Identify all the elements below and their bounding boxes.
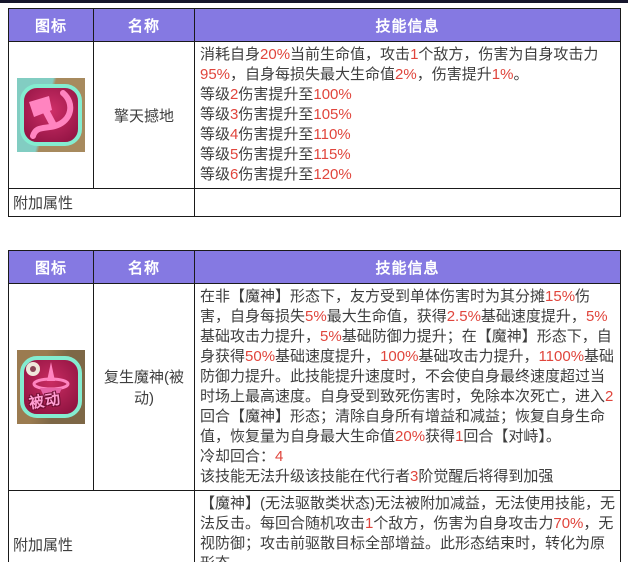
- table1-extra-attr-row: 附加属性: [8, 188, 621, 217]
- table2-extra-attr-row: 附加属性 【魔神】(无法驱散类状态)无法被附加减益，无法使用技能，无法反击。每回…: [8, 490, 621, 562]
- skill-info: 在非【魔神】形态下，友方受到单体伤害时为其分摊15%伤害，自身每损失5%最大生命…: [194, 283, 621, 491]
- pagoda-passive-icon-art: [20, 356, 82, 418]
- table1-skill-row: 擎天撼地 消耗自身20%当前生命值，攻击1个敌方，伤害为自身攻击力95%，自身每…: [8, 41, 621, 189]
- skill-table-1: 图标 名称 技能信息: [8, 8, 621, 217]
- skill-table-2: 图标 名称 技能信息: [8, 250, 621, 562]
- skill-name: 擎天撼地: [93, 41, 195, 189]
- top-divider: [0, 0, 628, 3]
- table1-header-row: 图标 名称 技能信息: [8, 8, 621, 42]
- table2-header-row: 图标 名称 技能信息: [8, 250, 621, 284]
- skill-icon-cell: [8, 41, 94, 189]
- extra-attr-label: 附加属性: [8, 188, 195, 217]
- axe-swirl-icon-art: [20, 84, 82, 146]
- column-header-skill-info: 技能信息: [194, 8, 621, 42]
- table2-skill-row: 被动 复生魔神(被动) 在非【魔神】形态下，友方受到单体伤害时为其分摊15%伤害…: [8, 283, 621, 491]
- column-header-skill-info: 技能信息: [194, 250, 621, 284]
- column-header-name: 名称: [93, 250, 195, 284]
- skill-icon-cell: 被动: [8, 283, 94, 491]
- skill-info: 消耗自身20%当前生命值，攻击1个敌方，伤害为自身攻击力95%，自身每损失最大生…: [194, 41, 621, 189]
- skill-name: 复生魔神(被动): [93, 283, 195, 491]
- axe-swirl-icon: [17, 78, 85, 152]
- column-header-icon: 图标: [8, 250, 94, 284]
- column-header-name: 名称: [93, 8, 195, 42]
- extra-attr-info: 【魔神】(无法驱散类状态)无法被附加减益，无法使用技能，无法反击。每回合随机攻击…: [194, 490, 621, 562]
- column-header-icon: 图标: [8, 8, 94, 42]
- extra-attr-info: [194, 188, 621, 217]
- extra-attr-label: 附加属性: [8, 490, 195, 562]
- pagoda-passive-icon: 被动: [17, 350, 85, 424]
